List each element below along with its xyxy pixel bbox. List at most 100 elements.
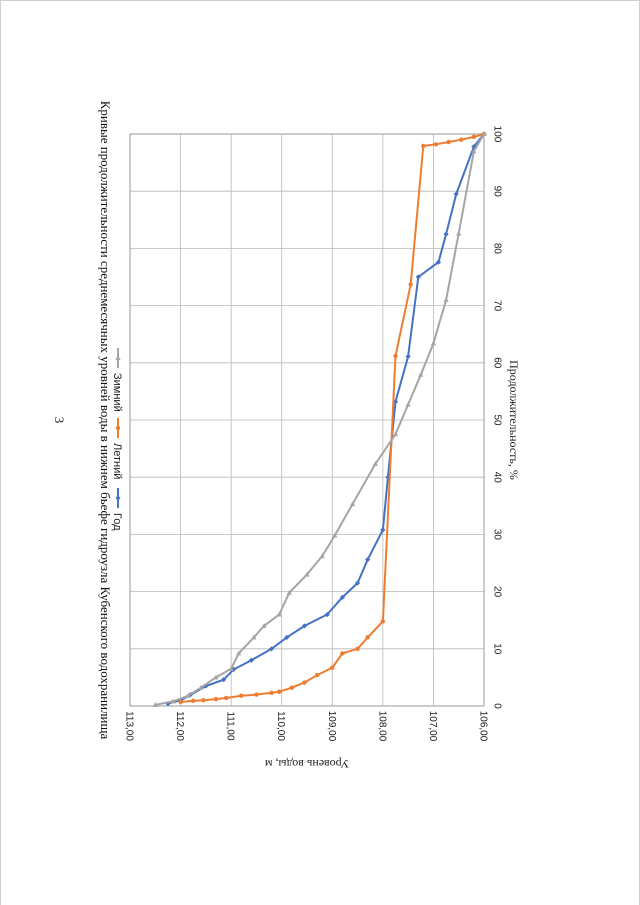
series-line: [167, 133, 485, 705]
data-point: [355, 646, 360, 651]
data-point: [408, 282, 413, 287]
data-point: [248, 657, 254, 663]
data-point: [415, 274, 421, 280]
data-point: [456, 230, 462, 236]
data-point: [380, 527, 386, 533]
data-point: [251, 634, 257, 640]
data-point: [236, 650, 242, 656]
data-point: [301, 623, 308, 629]
data-point: [213, 696, 219, 702]
x-tick-label: 0: [492, 703, 503, 709]
data-point: [289, 685, 295, 690]
data-point: [443, 231, 449, 237]
data-point: [433, 142, 439, 147]
data-point: [385, 474, 391, 480]
legend-marker: [115, 425, 121, 431]
data-point: [421, 143, 426, 149]
data-point: [365, 556, 371, 563]
data-point: [392, 431, 399, 437]
tick-labels: 0 10 20 30 40 50 60 70 80 90 100 106,00 107,00 108,00…: [124, 126, 503, 742]
data-point: [330, 665, 335, 670]
data-point: [393, 353, 398, 359]
x-tick-label: 20: [492, 586, 503, 598]
x-tick-label: 80: [492, 243, 503, 255]
x-tick-label: 100: [492, 126, 503, 143]
y-tick-label: 111,00: [225, 711, 236, 741]
series-layer: [152, 131, 487, 707]
legend-item: Год: [111, 488, 123, 531]
data-point: [443, 297, 449, 302]
data-point: [302, 680, 307, 685]
data-point: [304, 571, 310, 577]
data-point: [418, 372, 424, 377]
data-point: [284, 634, 290, 640]
data-point: [261, 623, 267, 628]
data-point: [324, 611, 330, 618]
data-point: [198, 684, 204, 690]
data-point: [435, 259, 442, 265]
data-point: [254, 692, 259, 697]
data-point: [213, 674, 219, 680]
y-tick-label: 110,00: [275, 711, 286, 741]
data-point: [339, 594, 345, 600]
data-point: [453, 191, 459, 197]
y-tick-label: 107,00: [427, 711, 438, 742]
data-point: [239, 693, 244, 698]
data-point: [365, 635, 370, 640]
data-point: [430, 340, 437, 346]
legend: Год Летний Зимний: [111, 348, 123, 531]
data-point: [276, 611, 282, 617]
chart-title: Кривые продолжительности среднемесячных …: [98, 101, 113, 740]
legend-label: Год: [111, 513, 123, 531]
data-point: [471, 148, 477, 154]
data-point: [332, 532, 338, 538]
data-point: [178, 699, 183, 705]
data-point: [481, 131, 487, 136]
data-point: [220, 677, 227, 683]
data-point: [380, 619, 386, 624]
x-tick-label: 10: [492, 643, 503, 655]
x-axis-title: Продолжительность, %: [507, 360, 521, 480]
legend-label: Летний: [111, 443, 123, 479]
data-point: [471, 134, 477, 140]
data-point: [152, 702, 158, 707]
data-point: [354, 580, 361, 586]
data-point: [349, 501, 356, 507]
x-tick-label: 50: [492, 414, 503, 426]
y-axis-title: Уровень воды, м: [264, 757, 349, 771]
legend-marker: [115, 355, 121, 360]
data-point: [201, 698, 206, 703]
data-point: [405, 401, 411, 407]
data-point: [223, 695, 229, 701]
data-point: [340, 651, 345, 656]
data-point: [286, 589, 292, 595]
data-point: [405, 353, 411, 360]
series-1: [165, 131, 487, 707]
data-point: [269, 646, 275, 652]
data-point: [269, 690, 274, 696]
y-tick-label: 109,00: [326, 711, 337, 742]
series-line: [155, 133, 485, 706]
x-tick-label: 70: [492, 300, 503, 312]
x-tick-label: 60: [492, 357, 503, 369]
legend-item: Летний: [111, 418, 123, 479]
gridlines: [129, 133, 485, 707]
data-point: [459, 137, 464, 142]
data-point: [446, 139, 451, 145]
data-point: [471, 143, 477, 150]
y-tick-label: 112,00: [174, 711, 185, 741]
x-tick-label: 90: [492, 186, 503, 198]
data-point: [228, 666, 234, 671]
y-tick-label: 113,00: [124, 711, 135, 741]
data-point: [319, 553, 325, 559]
data-point: [372, 461, 378, 467]
y-tick-label: 108,00: [376, 711, 387, 742]
plot-area-frame: [129, 133, 485, 707]
data-point: [170, 698, 176, 704]
legend-label: Зимний: [111, 373, 123, 412]
data-point: [185, 692, 191, 698]
data-point: [314, 672, 320, 678]
y-tick-label: 106,00: [478, 711, 489, 742]
x-tick-label: 40: [492, 472, 503, 484]
